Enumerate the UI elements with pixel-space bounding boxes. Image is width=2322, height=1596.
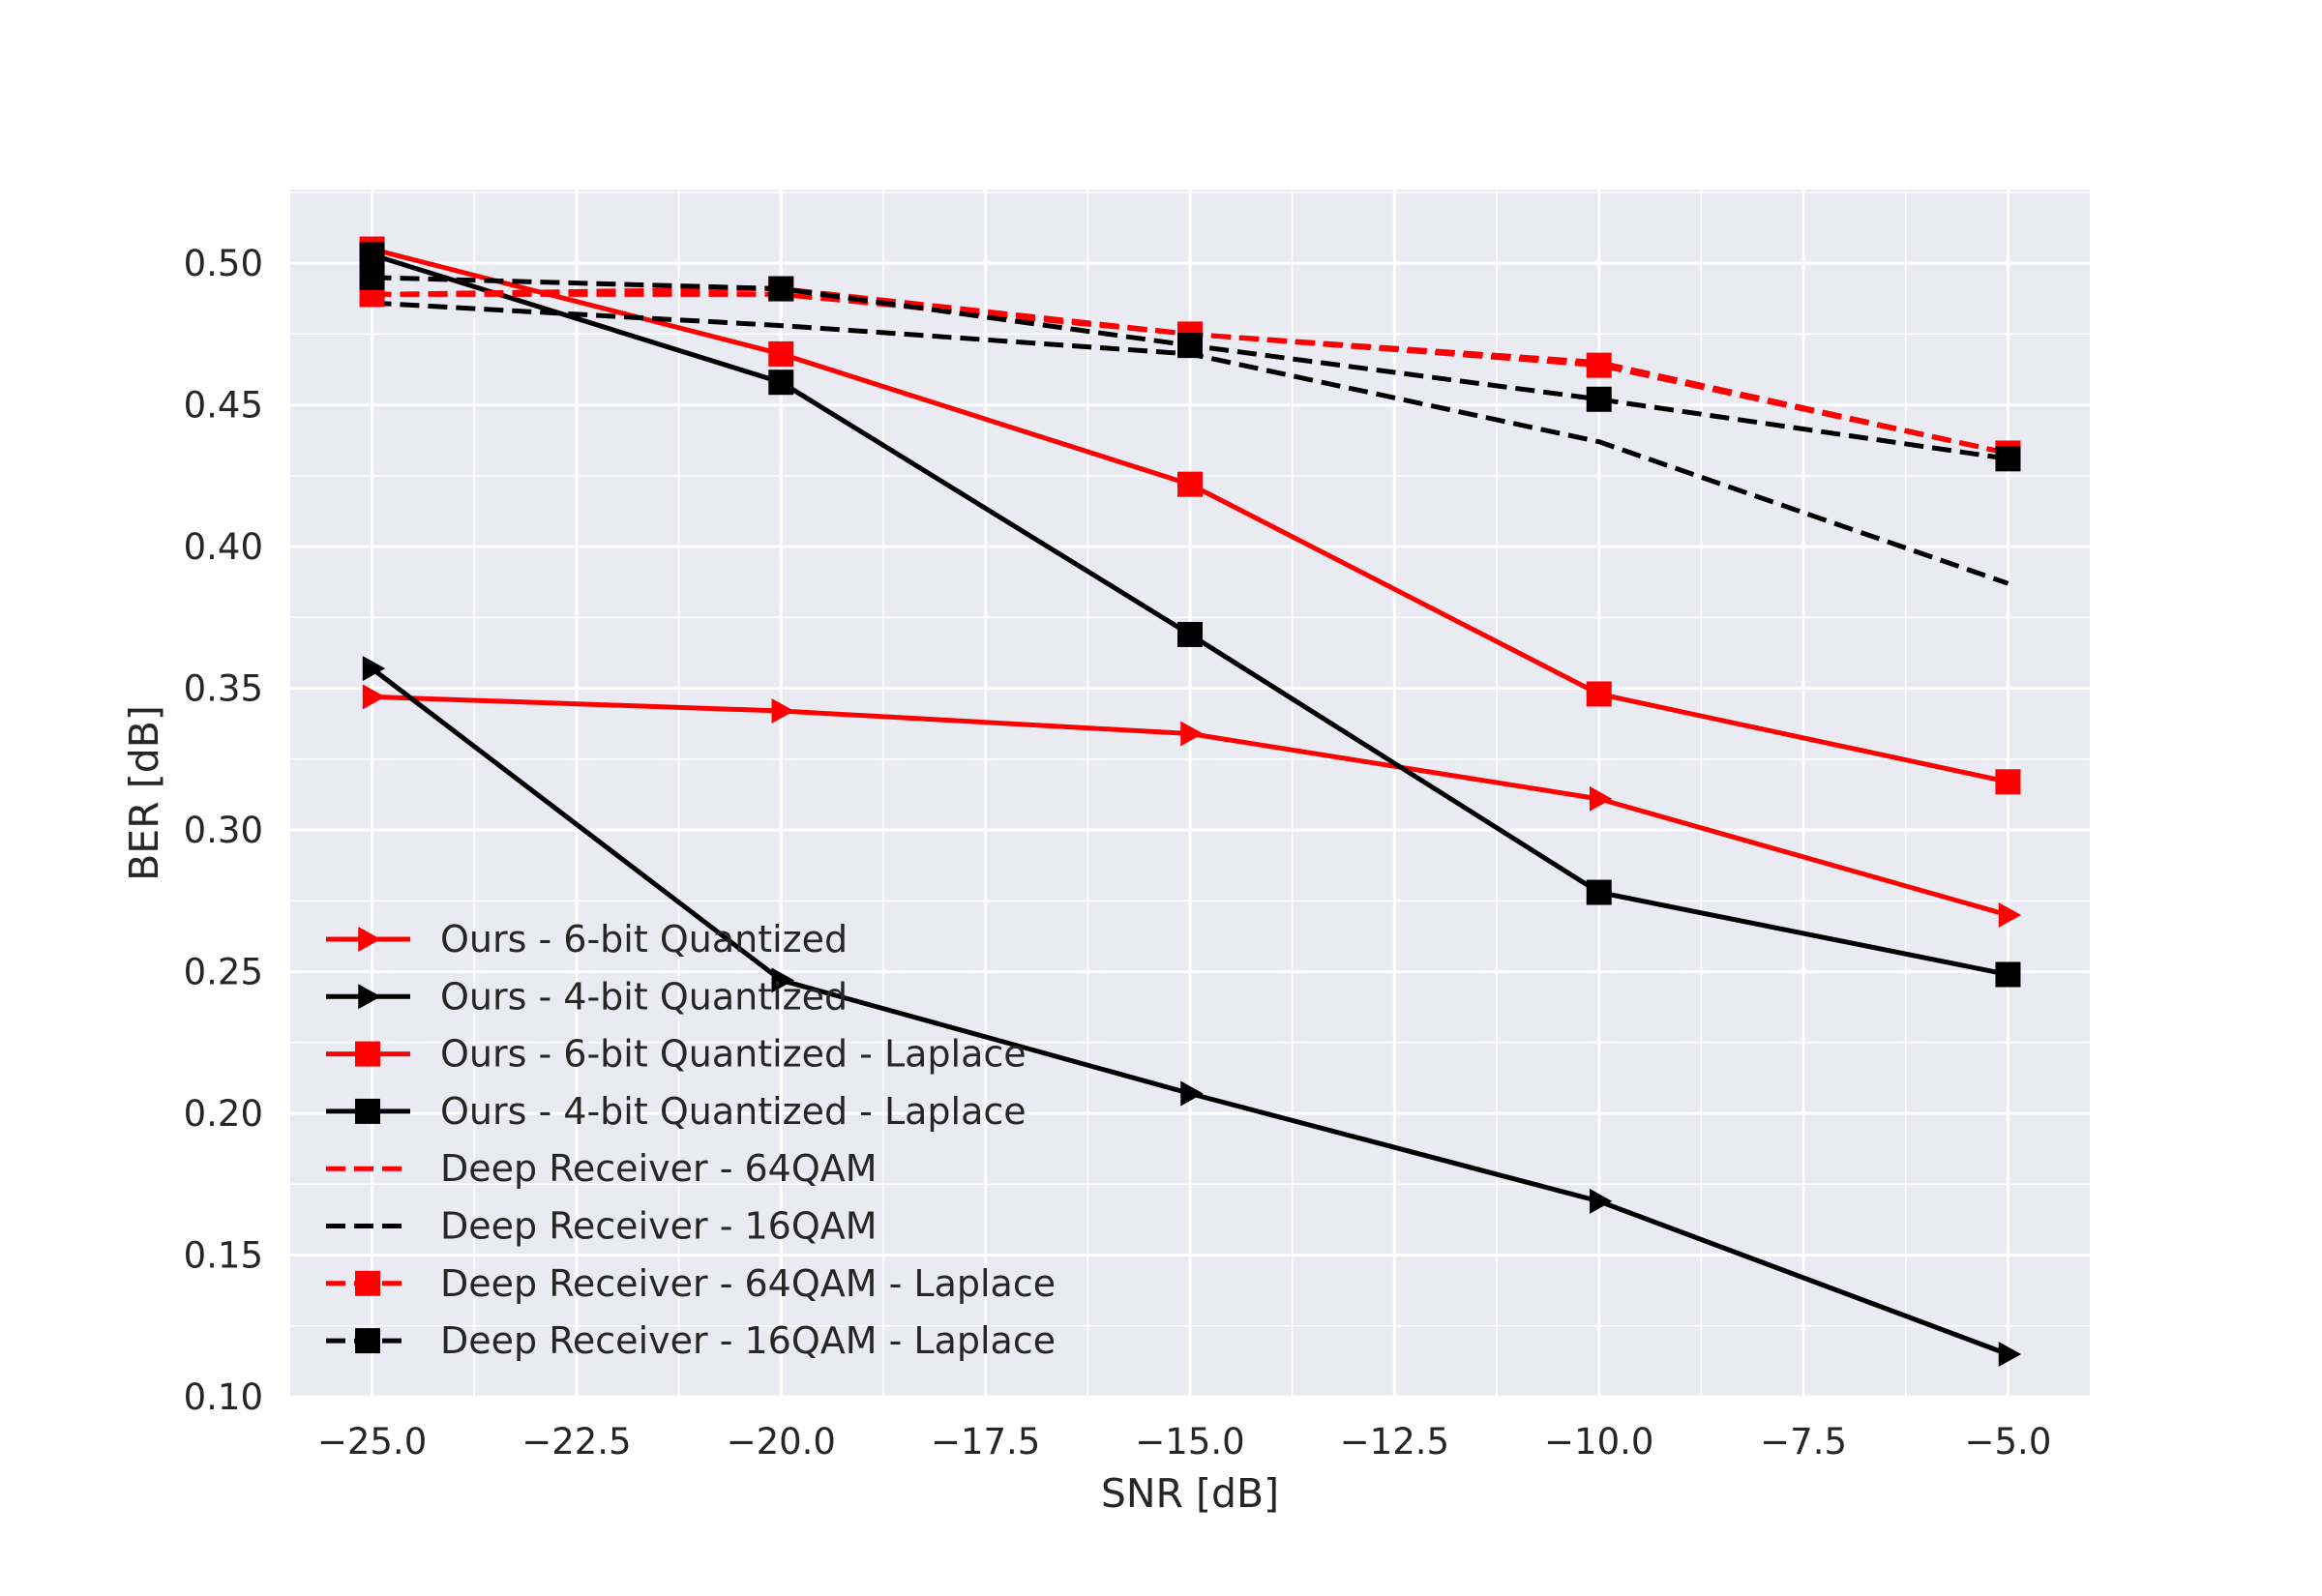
y-tick-label: 0.45 (184, 385, 263, 427)
square-marker (1995, 446, 2021, 472)
square-marker (355, 1270, 380, 1296)
legend-item: Ours - 6-bit Quantized (326, 918, 848, 961)
y-axis-label: BER [dB] (121, 705, 167, 881)
triangle-marker (358, 984, 381, 1010)
triangle-marker (1589, 1188, 1613, 1214)
square-marker (768, 340, 794, 367)
series-3 (359, 236, 2021, 795)
x-tick-label: −10.0 (1544, 1421, 1653, 1463)
legend-label: Deep Receiver - 16QAM - Laplace (440, 1319, 1056, 1362)
square-marker (1586, 681, 1612, 707)
x-tick-label: −12.5 (1340, 1421, 1449, 1463)
y-tick-label: 0.25 (184, 952, 263, 993)
x-tick-label: −25.0 (317, 1421, 427, 1463)
x-tick-label: −17.5 (931, 1421, 1040, 1463)
grid-lines (290, 190, 2090, 1399)
legend-label: Ours - 6-bit Quantized (440, 918, 848, 961)
triangle-marker (1589, 785, 1613, 812)
legend-item: Deep Receiver - 64QAM - Laplace (326, 1262, 1056, 1305)
legend-item: Deep Receiver - 16QAM (326, 1205, 878, 1248)
x-tick-label: −7.5 (1760, 1421, 1847, 1463)
y-tick-label: 0.20 (184, 1093, 263, 1135)
square-marker (1177, 333, 1203, 359)
triangle-marker (771, 967, 794, 993)
legend-item: Ours - 4-bit Quantized - Laplace (326, 1090, 1027, 1133)
square-marker (355, 1328, 380, 1354)
legend-label: Deep Receiver - 64QAM - Laplace (440, 1262, 1056, 1305)
square-marker (1586, 386, 1612, 412)
square-marker (1586, 879, 1612, 905)
legend-item: Ours - 4-bit Quantized (326, 975, 848, 1018)
series-lines (359, 236, 2022, 1368)
square-marker (355, 1098, 380, 1124)
series-8 (359, 264, 2021, 472)
square-marker (768, 276, 794, 302)
square-marker (1995, 961, 2021, 988)
series-4 (359, 242, 2021, 988)
triangle-marker (362, 684, 386, 710)
y-tick-label: 0.35 (184, 668, 263, 710)
legend: Ours - 6-bit Quantized Ours - 4-bit Quant… (326, 918, 1056, 1362)
triangle-marker (1998, 901, 2022, 928)
square-marker (359, 242, 385, 268)
y-tick-labels: 0.10 0.15 0.20 0.25 0.30 0.35 0.40 0.45 0.50 (184, 243, 263, 1418)
legend-label: Deep Receiver - 64QAM (440, 1147, 878, 1190)
legend-label: Deep Receiver - 16QAM (440, 1205, 878, 1248)
y-tick-label: 0.10 (184, 1376, 263, 1418)
legend-label: Ours - 6-bit Quantized - Laplace (440, 1033, 1027, 1076)
triangle-marker (771, 698, 794, 724)
series-1 (362, 684, 2022, 928)
triangle-marker (362, 656, 386, 682)
square-marker (359, 264, 385, 290)
legend-item: Ours - 6-bit Quantized - Laplace (326, 1033, 1027, 1076)
square-marker (355, 1041, 380, 1067)
series-2 (362, 656, 2022, 1368)
x-tick-label: −22.5 (521, 1421, 631, 1463)
y-tick-label: 0.30 (184, 810, 263, 851)
triangle-marker (1180, 721, 1204, 747)
y-tick-label: 0.15 (184, 1235, 263, 1277)
y-tick-label: 0.50 (184, 243, 263, 284)
square-marker (1177, 621, 1203, 647)
square-marker (1177, 471, 1203, 497)
square-marker (768, 369, 794, 396)
legend-item: Deep Receiver - 64QAM (326, 1147, 878, 1190)
legend-label: Ours - 4-bit Quantized (440, 975, 848, 1018)
square-marker (1586, 352, 1612, 378)
legend-label: Ours - 4-bit Quantized - Laplace (440, 1090, 1027, 1133)
x-axis-label: SNR [dB] (1101, 1470, 1279, 1517)
y-tick-label: 0.40 (184, 526, 263, 568)
triangle-marker (358, 927, 381, 952)
x-tick-label: −15.0 (1135, 1421, 1244, 1463)
square-marker (1995, 769, 2021, 795)
triangle-marker (1180, 1080, 1204, 1107)
triangle-marker (1998, 1342, 2022, 1368)
x-tick-labels: −25.0 −22.5 −20.0 −17.5 −15.0 −12.5 −10.0 −7.5 −… (317, 1421, 2052, 1463)
x-tick-label: −5.0 (1965, 1421, 2052, 1463)
x-tick-label: −20.0 (727, 1421, 836, 1463)
legend-item: Deep Receiver - 16QAM - Laplace (326, 1319, 1056, 1362)
